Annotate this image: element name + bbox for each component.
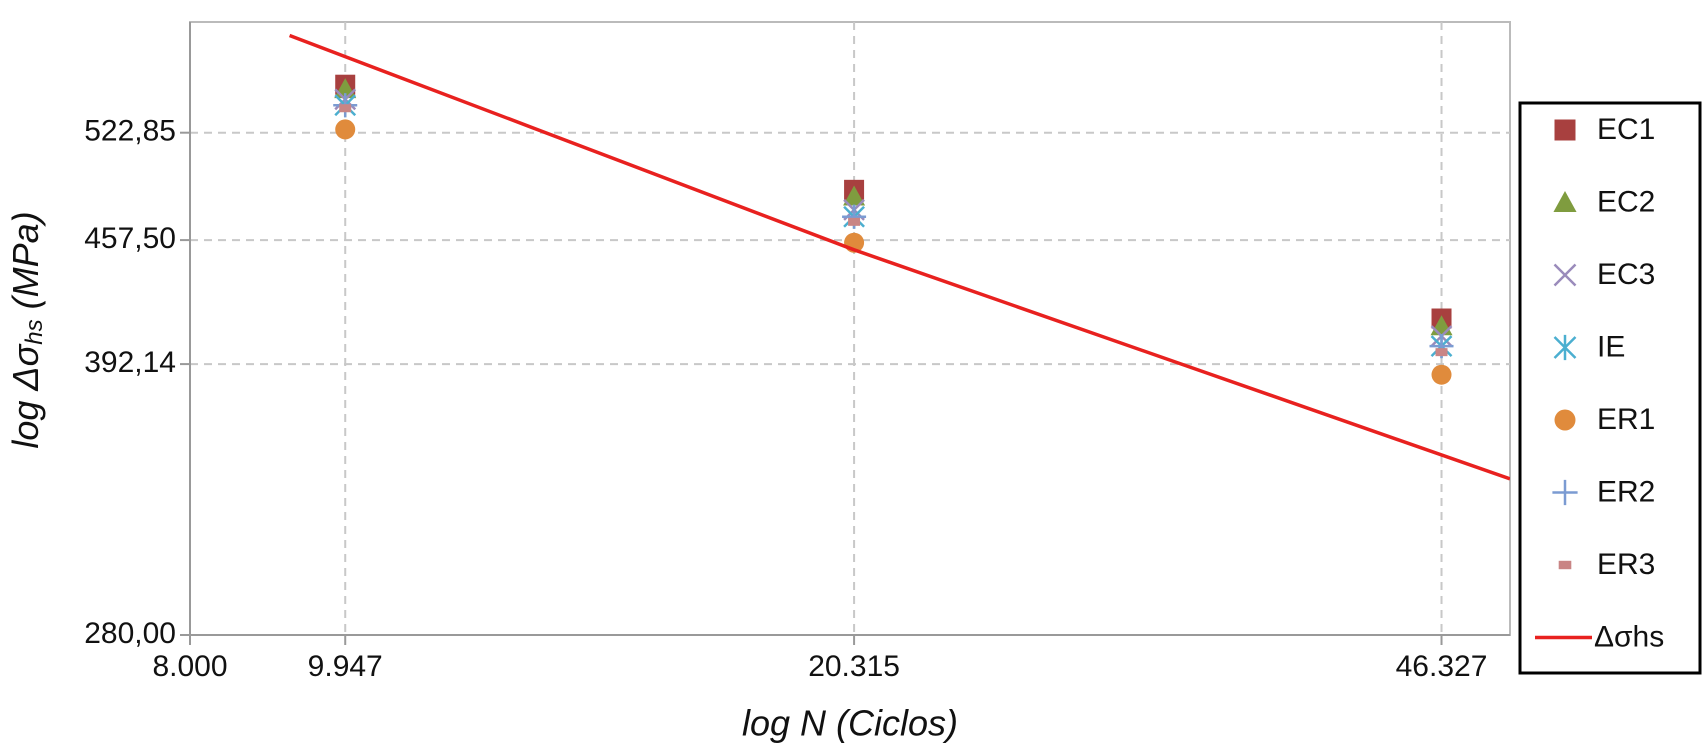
marker bbox=[843, 185, 866, 206]
plot-frame bbox=[189, 21, 1511, 636]
legend-label: ER1 bbox=[1597, 403, 1655, 436]
y-axis-title-sub: hs bbox=[21, 319, 48, 344]
marker bbox=[1431, 364, 1452, 385]
x-tick-label: 20.315 bbox=[808, 650, 900, 683]
line bbox=[288, 33, 1510, 481]
legend-label: ER3 bbox=[1597, 548, 1655, 581]
legend-label: EC3 bbox=[1597, 258, 1655, 291]
x-tick-label: 8.000 bbox=[152, 650, 227, 683]
marker bbox=[1553, 263, 1577, 287]
marker bbox=[1554, 409, 1576, 431]
marker bbox=[335, 119, 356, 140]
legend-label: IE bbox=[1597, 330, 1625, 363]
legend-label: Δσhs bbox=[1594, 620, 1664, 653]
plot-area bbox=[180, 21, 1511, 645]
y-tick-label: 392,14 bbox=[84, 346, 176, 379]
legend-label: EC2 bbox=[1597, 185, 1655, 218]
marker bbox=[1553, 190, 1577, 212]
marker bbox=[1552, 479, 1578, 506]
x-tick-label: 46.327 bbox=[1396, 650, 1488, 683]
marker bbox=[848, 217, 861, 226]
x-tick-label: 9.947 bbox=[308, 650, 383, 683]
marker bbox=[339, 104, 352, 113]
y-tick-label: 522,85 bbox=[84, 115, 176, 148]
legend-label: EC1 bbox=[1597, 113, 1655, 146]
marker bbox=[1435, 348, 1448, 357]
y-axis-title-unit: (MPa) bbox=[5, 211, 46, 319]
y-tick-label: 457,50 bbox=[84, 222, 176, 255]
marker bbox=[1553, 334, 1577, 361]
legend-box bbox=[1518, 101, 1702, 675]
y-axis-title: log Δσhs (MPa) bbox=[5, 211, 49, 448]
marker bbox=[1554, 119, 1576, 141]
legend-label: ER2 bbox=[1597, 475, 1655, 508]
y-axis-title-main: log Δσ bbox=[5, 343, 46, 448]
x-axis-title: log N (Ciclos) bbox=[742, 703, 958, 744]
y-tick-label: 280,00 bbox=[84, 617, 176, 650]
marker bbox=[1558, 560, 1572, 570]
